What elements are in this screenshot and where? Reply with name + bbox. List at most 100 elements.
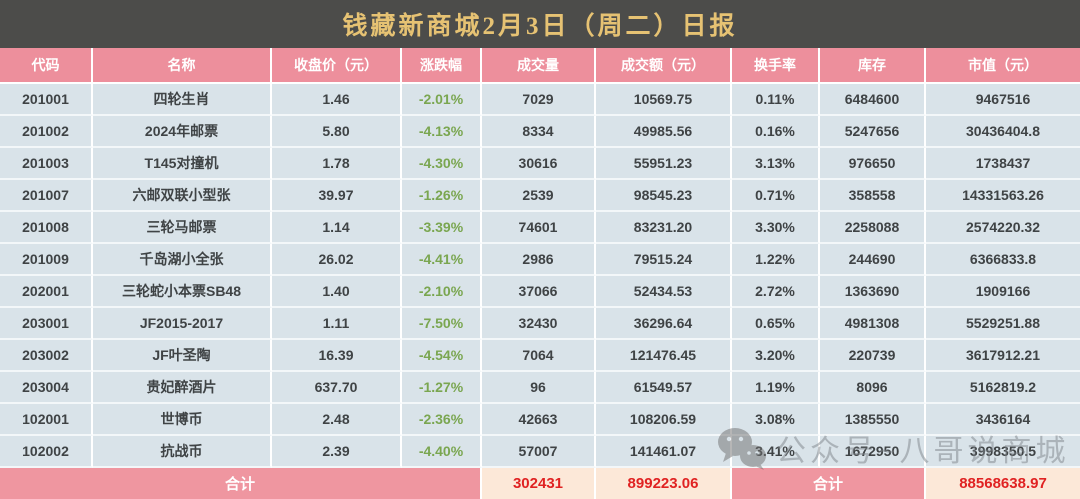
market-value-cell: 3617912.21 [926,340,1080,372]
turnover-rate-cell: 0.16% [732,116,820,148]
volume-cell: 96 [482,372,596,404]
inventory-cell: 244690 [820,244,926,276]
name-cell: JF2015-2017 [93,308,272,340]
turnover-rate-cell: 0.65% [732,308,820,340]
table-row: 203004 贵妃醉酒片 637.70 -1.27% 96 61549.57 1.19% 80… [0,372,1080,404]
code-cell: 201001 [0,84,93,116]
code-cell: 201009 [0,244,93,276]
turnover-rate-cell: 3.20% [732,340,820,372]
name-cell: 贵妃醉酒片 [93,372,272,404]
market-value-cell: 9467516 [926,84,1080,116]
market-value-cell: 30436404.8 [926,116,1080,148]
turnover-cell: 52434.53 [596,276,732,308]
volume-total: 302431 [482,468,596,499]
header-row: 代码 名称 收盘价（元） 涨跌幅 成交量 成交额（元） 换手率 库存 市值（元） [0,48,1080,84]
turnover-cell: 141461.07 [596,436,732,468]
market-value-cell: 3998350.5 [926,436,1080,468]
inventory-cell: 1385550 [820,404,926,436]
turnover-rate-cell: 1.22% [732,244,820,276]
name-cell: 千岛湖小全张 [93,244,272,276]
totals-label-left: 合计 [0,468,482,499]
name-cell: 三轮蛇小本票SB48 [93,276,272,308]
inventory-cell: 358558 [820,180,926,212]
close-price-cell: 2.39 [272,436,402,468]
table-row: 102002 抗战币 2.39 -4.40% 57007 141461.07 3.41% 16… [0,436,1080,468]
name-cell: T145对撞机 [93,148,272,180]
change-cell: -2.01% [402,84,482,116]
volume-cell: 32430 [482,308,596,340]
turnover-cell: 55951.23 [596,148,732,180]
totals-label-right: 合计 [732,468,926,499]
inventory-cell: 6484600 [820,84,926,116]
name-cell: 抗战币 [93,436,272,468]
change-cell: -4.54% [402,340,482,372]
table-row: 201001 四轮生肖 1.46 -2.01% 7029 10569.75 0.11% 648… [0,84,1080,116]
change-cell: -3.39% [402,212,482,244]
code-cell: 102002 [0,436,93,468]
close-price-cell: 637.70 [272,372,402,404]
turnover-cell: 49985.56 [596,116,732,148]
col-header-name: 名称 [93,48,272,84]
turnover-rate-cell: 3.08% [732,404,820,436]
close-price-cell: 1.14 [272,212,402,244]
volume-cell: 37066 [482,276,596,308]
inventory-cell: 2258088 [820,212,926,244]
close-price-cell: 16.39 [272,340,402,372]
close-price-cell: 39.97 [272,180,402,212]
turnover-rate-cell: 3.30% [732,212,820,244]
market-value-cell: 5162819.2 [926,372,1080,404]
turnover-cell: 121476.45 [596,340,732,372]
volume-cell: 2539 [482,180,596,212]
change-cell: -4.30% [402,148,482,180]
change-cell: -2.36% [402,404,482,436]
volume-cell: 42663 [482,404,596,436]
col-header-inventory: 库存 [820,48,926,84]
code-cell: 102001 [0,404,93,436]
close-price-cell: 2.48 [272,404,402,436]
code-cell: 203001 [0,308,93,340]
change-cell: -2.10% [402,276,482,308]
table-row: 102001 世博币 2.48 -2.36% 42663 108206.59 3.08% 13… [0,404,1080,436]
market-value-cell: 1738437 [926,148,1080,180]
code-cell: 202001 [0,276,93,308]
code-cell: 201002 [0,116,93,148]
close-price-cell: 1.78 [272,148,402,180]
name-cell: 三轮马邮票 [93,212,272,244]
market-value-total: 88568638.97 [926,468,1080,499]
close-price-cell: 1.46 [272,84,402,116]
change-cell: -4.13% [402,116,482,148]
market-value-cell: 6366833.8 [926,244,1080,276]
col-header-market-value: 市值（元） [926,48,1080,84]
name-cell: 世博币 [93,404,272,436]
volume-cell: 30616 [482,148,596,180]
report-table: 代码 名称 收盘价（元） 涨跌幅 成交量 成交额（元） 换手率 库存 市值（元）… [0,48,1080,499]
market-value-cell: 14331563.26 [926,180,1080,212]
volume-cell: 57007 [482,436,596,468]
inventory-cell: 1363690 [820,276,926,308]
turnover-cell: 10569.75 [596,84,732,116]
col-header-turnover-rate: 换手率 [732,48,820,84]
col-header-code: 代码 [0,48,93,84]
close-price-cell: 26.02 [272,244,402,276]
inventory-cell: 220739 [820,340,926,372]
volume-cell: 7064 [482,340,596,372]
volume-cell: 2986 [482,244,596,276]
code-cell: 201007 [0,180,93,212]
col-header-turnover: 成交额（元） [596,48,732,84]
code-cell: 203004 [0,372,93,404]
change-cell: -7.50% [402,308,482,340]
table-row: 201008 三轮马邮票 1.14 -3.39% 74601 83231.20 3.30% 2… [0,212,1080,244]
turnover-cell: 36296.64 [596,308,732,340]
code-cell: 201008 [0,212,93,244]
turnover-cell: 98545.23 [596,180,732,212]
turnover-rate-cell: 0.71% [732,180,820,212]
volume-cell: 7029 [482,84,596,116]
col-header-volume: 成交量 [482,48,596,84]
turnover-rate-cell: 3.41% [732,436,820,468]
turnover-rate-cell: 3.13% [732,148,820,180]
turnover-cell: 61549.57 [596,372,732,404]
turnover-cell: 108206.59 [596,404,732,436]
inventory-cell: 1672950 [820,436,926,468]
change-cell: -4.40% [402,436,482,468]
close-price-cell: 1.11 [272,308,402,340]
